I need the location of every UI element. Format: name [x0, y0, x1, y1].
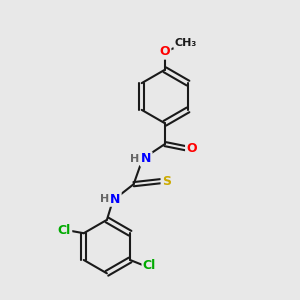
Text: N: N: [141, 152, 151, 165]
Text: Cl: Cl: [143, 260, 156, 272]
Text: H: H: [100, 194, 109, 204]
Text: O: O: [160, 45, 170, 58]
Text: S: S: [162, 175, 171, 188]
Text: O: O: [186, 142, 197, 155]
Text: CH₃: CH₃: [175, 38, 197, 48]
Text: N: N: [110, 193, 120, 206]
Text: H: H: [130, 154, 140, 164]
Text: Cl: Cl: [58, 224, 71, 237]
